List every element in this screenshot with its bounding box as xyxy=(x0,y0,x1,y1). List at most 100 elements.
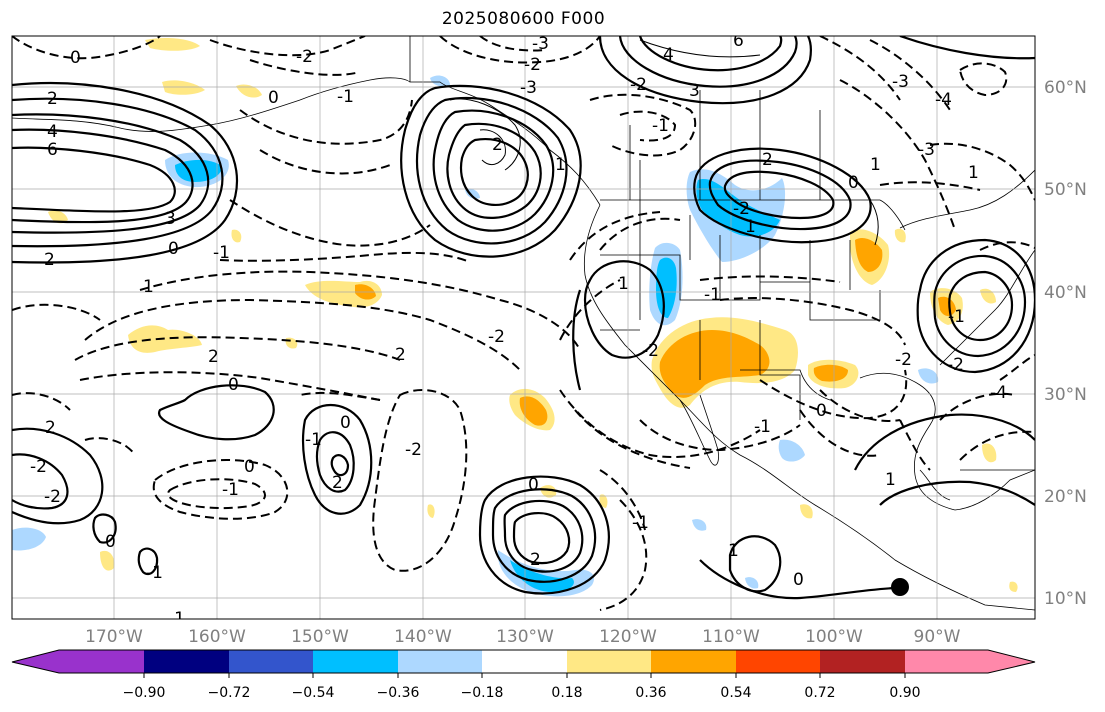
contour-label: -2 xyxy=(405,440,422,460)
map-border xyxy=(11,35,1036,620)
contour-label: 0 xyxy=(528,475,539,495)
contour-label: -1 xyxy=(337,87,354,107)
contour-label: 2 xyxy=(332,473,343,493)
lon-label: 90°W xyxy=(914,627,961,647)
coastline-layer xyxy=(12,36,1035,611)
colorbar-segment xyxy=(736,650,820,673)
lon-label: 140°W xyxy=(394,627,452,647)
contour-label: -1 xyxy=(213,243,230,263)
contour-label: 1 xyxy=(618,274,629,294)
contour-label: 0 xyxy=(244,457,255,477)
lon-label: 150°W xyxy=(291,627,349,647)
contour-label: 1 xyxy=(555,155,566,175)
colorbar-tick-label: −0.72 xyxy=(208,685,251,701)
contour-label: -1 xyxy=(168,609,185,629)
map-frame xyxy=(12,36,1035,619)
contour-labels: 0 2 4 6 3 2 0 1 -1 -2 0 -1 2 1 -2 -3 4 6… xyxy=(30,34,1007,629)
thin-contours xyxy=(449,39,879,246)
lat-label: 10°N xyxy=(1044,589,1087,609)
colorbar-tick-label: 0.18 xyxy=(551,685,582,701)
contour-label: 2 xyxy=(492,135,503,155)
lat-label: 60°N xyxy=(1044,78,1087,98)
contour-label: 2 xyxy=(47,89,58,109)
contour-label: 1 xyxy=(745,217,756,237)
contour-label: -1 xyxy=(704,285,721,305)
contour-label: -4 xyxy=(990,383,1007,403)
contour-label: -1 xyxy=(305,430,322,450)
contour-label: 1 xyxy=(870,155,881,175)
colorbar-tick-label: −0.18 xyxy=(461,685,504,701)
contour-label: 3 xyxy=(165,209,176,229)
contour-label: -4 xyxy=(935,90,952,110)
contour-label: 0 xyxy=(268,88,279,108)
contour-label: 2 xyxy=(45,418,56,438)
contour-label: 0 xyxy=(793,570,804,590)
colorbar-segment xyxy=(482,650,567,673)
colorbar-tick-label: −0.54 xyxy=(292,685,335,701)
colorbar-tick-label: −0.36 xyxy=(377,685,420,701)
colorbar: −0.90 −0.72 −0.54 −0.36 −0.18 0.18 0.36 … xyxy=(11,649,1036,701)
contour-label: 2 xyxy=(208,347,219,367)
contour-label: 2 xyxy=(530,550,541,570)
colorbar-segment xyxy=(651,650,736,673)
contour-label: 0 xyxy=(70,48,81,68)
colorbar-tick-label: 0.54 xyxy=(720,685,751,701)
contour-label: 2 xyxy=(44,250,55,270)
contour-label: 0 xyxy=(105,532,116,552)
contour-label: -1 xyxy=(754,417,771,437)
lon-label: 120°W xyxy=(599,627,657,647)
contour-label: -3 xyxy=(532,34,549,54)
colorbar-tick-label: 0.90 xyxy=(889,685,920,701)
contour-label: -1 xyxy=(632,513,649,533)
contour-label: -3 xyxy=(918,140,935,160)
colorbar-segment xyxy=(905,650,988,673)
contour-label: 1 xyxy=(885,470,896,490)
lon-label: 160°W xyxy=(188,627,246,647)
contour-label: -2 xyxy=(733,199,750,219)
lat-label: 30°N xyxy=(1044,385,1087,405)
contour-label: 2 xyxy=(762,150,773,170)
contour-label: 4 xyxy=(663,45,674,65)
contour-label: 0 xyxy=(816,401,827,421)
contour-label: -3 xyxy=(892,72,909,92)
dashed-contours xyxy=(12,36,1035,611)
solid-contours xyxy=(12,36,1035,600)
contour-label: 2 xyxy=(395,345,406,365)
contour-label: -2 xyxy=(895,350,912,370)
contour-label: 1 xyxy=(968,163,979,183)
colorbar-segment xyxy=(229,650,313,673)
lon-label: 130°W xyxy=(496,627,554,647)
contour-label: 0 xyxy=(228,375,239,395)
contour-label: -2 xyxy=(296,47,313,67)
colorbar-segment xyxy=(567,650,651,673)
lon-label: 100°W xyxy=(805,627,863,647)
colorbar-segment xyxy=(988,650,1035,673)
colorbar-segment xyxy=(144,650,229,673)
contour-label: -2 xyxy=(642,341,659,361)
contour-label: -2 xyxy=(44,487,61,507)
lat-label: 40°N xyxy=(1044,283,1087,303)
contour-label: 0 xyxy=(340,413,351,433)
contour-label: -2 xyxy=(488,327,505,347)
contour-label: 1 xyxy=(728,541,739,561)
contour-label: -1 xyxy=(146,563,163,583)
contour-label: -2 xyxy=(630,75,647,95)
colorbar-tick-label: 0.72 xyxy=(804,685,835,701)
lon-label: 170°W xyxy=(85,627,143,647)
contour-label: -2 xyxy=(947,355,964,375)
contour-label: -3 xyxy=(520,78,537,98)
colorbar-outline xyxy=(11,649,1036,674)
colorbar-segment xyxy=(820,650,905,673)
lon-label: 110°W xyxy=(702,627,760,647)
contour-label: 0 xyxy=(848,173,859,193)
contour-label: -1 xyxy=(652,116,669,136)
colorbar-segment xyxy=(398,650,482,673)
colorbar-segment xyxy=(12,650,59,673)
contour-label: 6 xyxy=(47,140,58,160)
location-marker xyxy=(891,578,909,596)
latitude-labels: 60°N 50°N 40°N 30°N 20°N 10°N xyxy=(1044,78,1087,609)
longitude-labels: 170°W 160°W 150°W 140°W 130°W 120°W 110°… xyxy=(85,627,961,647)
colorbar-tick-label: 0.36 xyxy=(635,685,666,701)
contour-label: -1 xyxy=(948,307,965,327)
colorbar-segment xyxy=(313,650,398,673)
